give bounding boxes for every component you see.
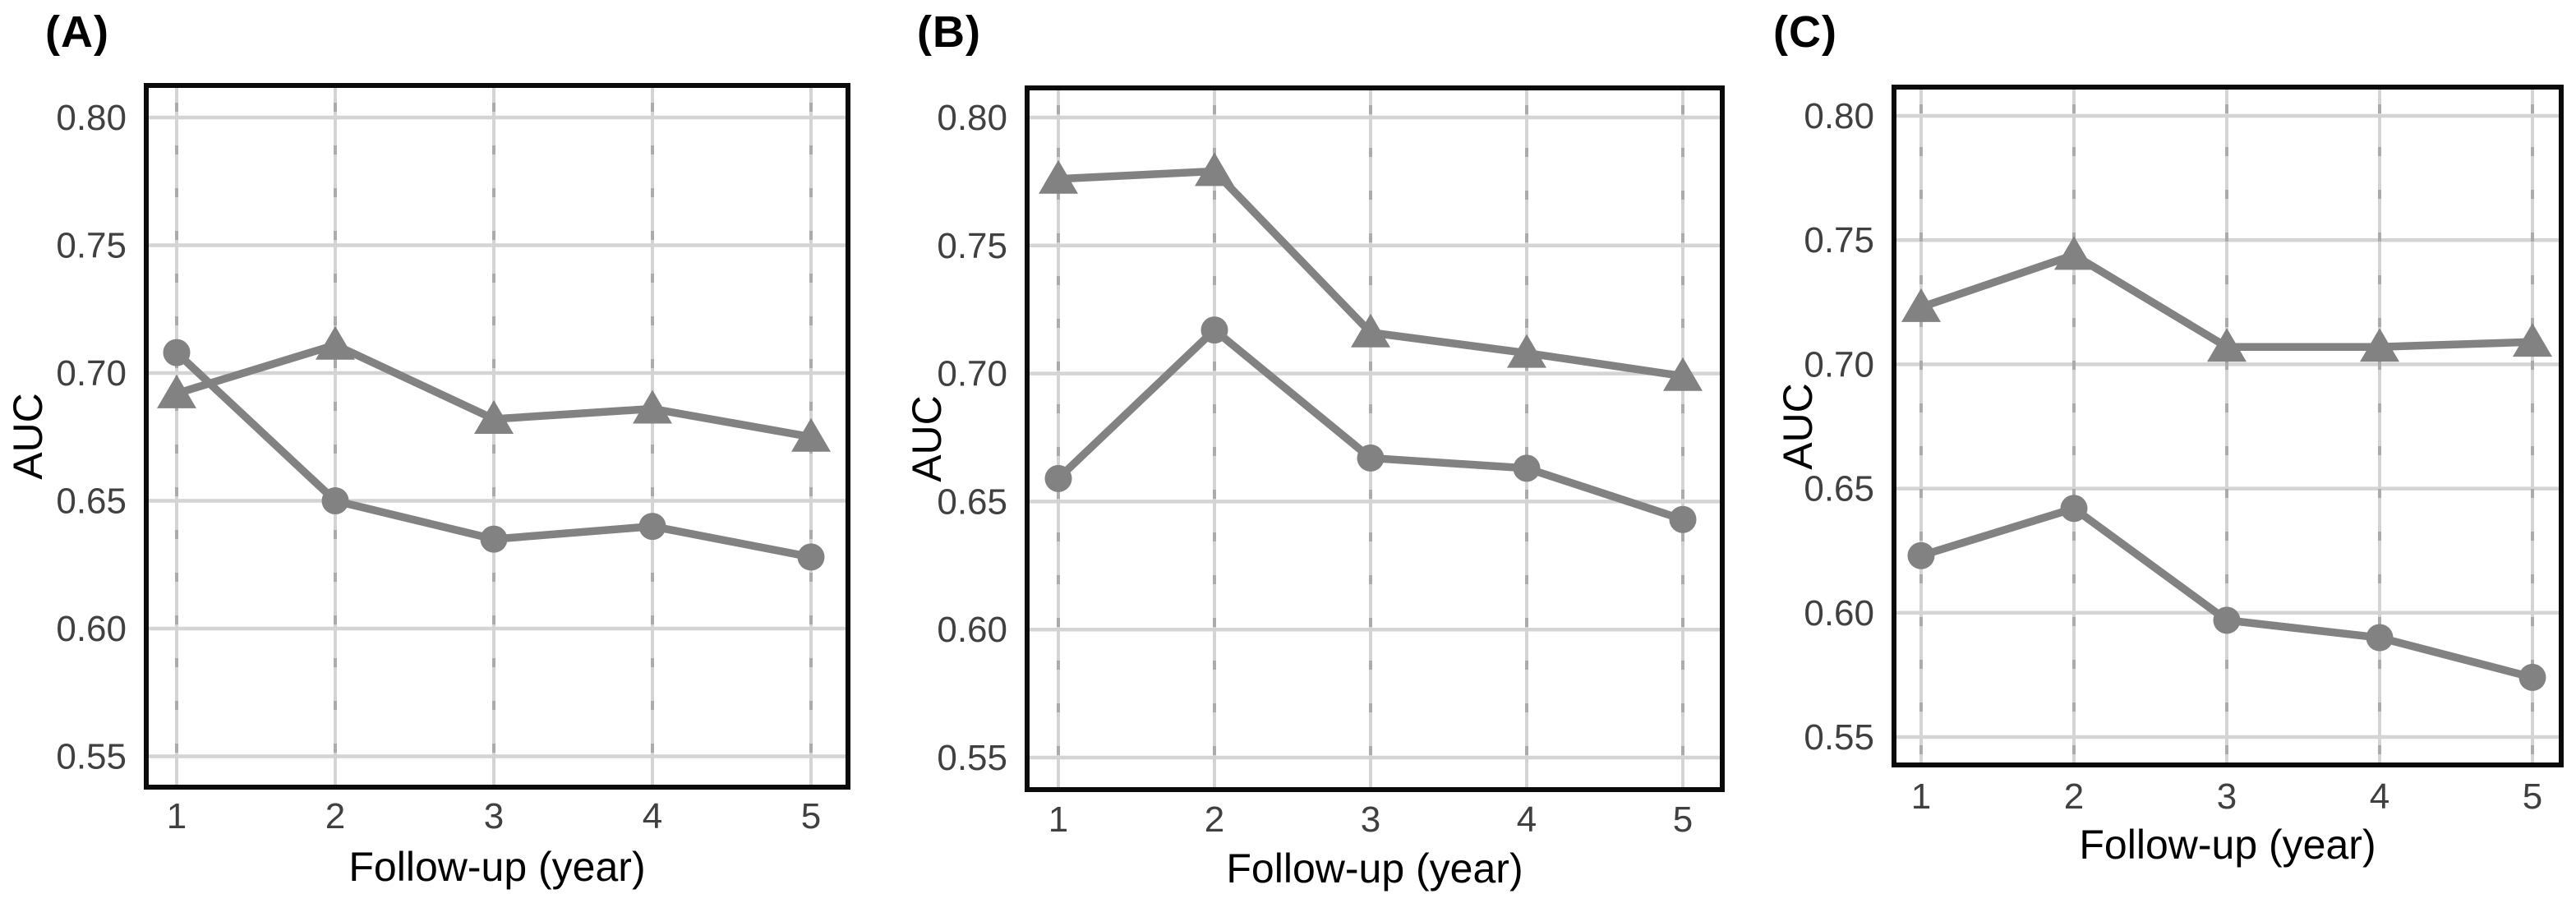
triangle-marker: [2513, 323, 2552, 357]
y-tick-label: 0.60: [56, 609, 127, 649]
triangle-marker: [2207, 328, 2247, 362]
plot-border: [1025, 85, 1725, 792]
y-tick-label: 0.55: [56, 737, 127, 777]
y-tick-label: 0.80: [937, 98, 1007, 138]
y-tick-label: 0.60: [937, 610, 1007, 650]
y-tick-label: 0.65: [937, 481, 1007, 522]
y-tick-label: 0.75: [1804, 220, 1874, 260]
x-tick-label: 3: [484, 796, 504, 836]
circle-marker: [163, 339, 191, 366]
x-tick-label: 4: [643, 796, 662, 836]
x-axis-title: Follow-up (year): [348, 844, 646, 890]
circle-marker: [638, 513, 666, 541]
circle-marker: [1044, 464, 1072, 492]
triangle-marker: [1195, 152, 1234, 187]
panel-A: (A) 0.80 0.75 0.70 0.65 0.60 0.55 1 2 3 4 5 AUC Fo…: [0, 0, 859, 903]
triangle-marker: [1039, 159, 1078, 194]
circle-marker: [321, 487, 349, 514]
y-tick-label: 0.65: [56, 481, 127, 522]
circle-marker: [1200, 316, 1228, 344]
triangle-marker: [1663, 357, 1703, 391]
triangle-marker: [2360, 328, 2399, 362]
circle-marker: [2213, 606, 2241, 634]
panel-B: (B) 0.80 0.75 0.70 0.65 0.60 0.55 1 2 3 4 5 AUC Fo…: [863, 0, 1726, 903]
plot-border: [1892, 85, 2564, 767]
triangle-marker: [316, 325, 355, 360]
plot-border: [144, 83, 850, 790]
circle-marker: [797, 543, 825, 571]
triangle-marker: [2054, 236, 2094, 270]
y-tick-label: 0.60: [1804, 593, 1874, 633]
triangle-marker: [1351, 313, 1390, 348]
y-tick-label: 0.70: [937, 354, 1007, 394]
x-tick-label: 3: [2217, 776, 2237, 817]
y-tick-label: 0.55: [1804, 717, 1874, 758]
y-axis-title: AUC: [904, 395, 950, 482]
panel-label-a: (A): [45, 7, 109, 57]
triangle-marker: [1901, 288, 1941, 322]
triangle-marker: [1507, 334, 1546, 368]
circle-marker: [1513, 454, 1541, 482]
x-tick-label: 4: [2370, 776, 2389, 817]
panel-label-b: (B): [917, 7, 981, 57]
circle-marker: [2060, 495, 2088, 523]
triangle-marker: [791, 417, 831, 452]
x-tick-label: 2: [2064, 776, 2084, 817]
circle-marker: [1357, 444, 1385, 472]
y-tick-label: 0.70: [56, 353, 127, 394]
circle-marker: [1907, 541, 1935, 569]
panel-C: (C) 0.80 0.75 0.70 0.65 0.60 0.55 1 2 3 4 5 AUC Fo…: [1726, 0, 2576, 903]
circle-marker: [1669, 505, 1697, 533]
x-axis-title: Follow-up (year): [1226, 845, 1523, 891]
line-chart-a: 0.80 0.75 0.70 0.65 0.60 0.55 1 2 3 4 5: [56, 83, 850, 836]
y-axis-title: AUC: [1775, 382, 1821, 470]
x-tick-label: 1: [1048, 799, 1068, 840]
x-tick-label: 5: [1673, 799, 1693, 840]
x-tick-label: 1: [1911, 776, 1931, 817]
y-axis-title: AUC: [5, 393, 51, 480]
circle-marker: [480, 525, 508, 553]
triangle-marker: [474, 399, 514, 434]
x-tick-label: 2: [325, 796, 345, 836]
y-tick-label: 0.75: [937, 226, 1007, 266]
line-chart-c: 0.80 0.75 0.70 0.65 0.60 0.55 1 2 3 4 5: [1804, 85, 2564, 817]
x-tick-label: 3: [1361, 799, 1380, 840]
x-tick-label: 4: [1517, 799, 1537, 840]
y-tick-label: 0.55: [937, 738, 1007, 778]
x-axis-title: Follow-up (year): [2079, 822, 2376, 868]
x-tick-label: 1: [167, 796, 187, 836]
circle-marker: [2366, 624, 2394, 652]
triangle-marker: [157, 374, 196, 408]
x-tick-label: 5: [2523, 776, 2542, 817]
panel-label-c: (C): [1773, 7, 1837, 57]
circle-marker: [2518, 663, 2546, 691]
line-chart-b: 0.80 0.75 0.70 0.65 0.60 0.55 1 2 3 4 5: [937, 85, 1725, 840]
triangle-marker: [633, 389, 672, 424]
y-tick-label: 0.75: [56, 226, 127, 266]
y-tick-label: 0.70: [1804, 344, 1874, 385]
x-tick-label: 5: [801, 796, 821, 836]
y-tick-label: 0.65: [1804, 469, 1874, 509]
x-tick-label: 2: [1205, 799, 1224, 840]
y-tick-label: 0.80: [1804, 96, 1874, 136]
y-tick-label: 0.80: [56, 98, 127, 138]
